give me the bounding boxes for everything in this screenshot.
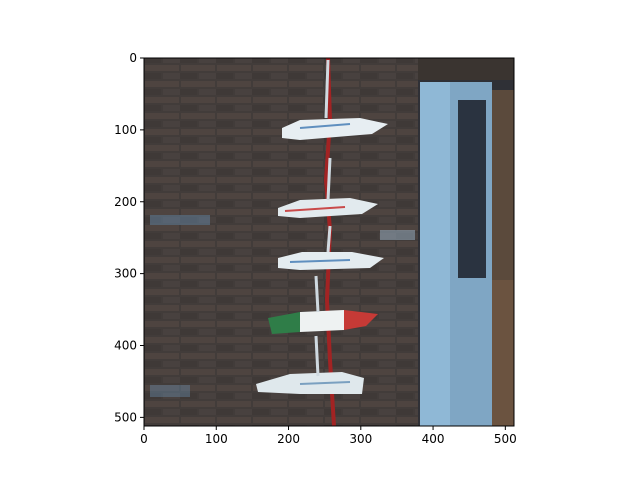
y-axis: 0 100 200 300 400 500: [114, 51, 144, 424]
door-window: [458, 100, 486, 278]
y-tick-label: 100: [114, 123, 137, 137]
sneaker-4-italian-flag: [268, 310, 378, 334]
y-tick-label: 200: [114, 195, 137, 209]
sneaker-1: [282, 118, 388, 140]
y-tick-label: 0: [129, 51, 137, 65]
x-axis: 0 100 200 300 400 500: [140, 426, 517, 446]
axes-frame: [143, 57, 515, 427]
sneaker-3: [278, 252, 384, 270]
photo: [144, 58, 514, 426]
x-tick-label: 400: [422, 432, 445, 446]
x-tick-label: 300: [349, 432, 372, 446]
x-tick-label: 500: [494, 432, 517, 446]
y-tick-label: 500: [114, 410, 137, 424]
sneaker-5: [256, 372, 364, 394]
sneaker-2: [278, 198, 378, 218]
x-tick-label: 0: [140, 432, 148, 446]
door-frame: [420, 82, 450, 426]
y-tick-label: 400: [114, 339, 137, 353]
x-tick-label: 200: [277, 432, 300, 446]
x-tick-label: 100: [205, 432, 228, 446]
y-tick-label: 300: [114, 267, 137, 281]
brick-wall: [144, 58, 424, 426]
